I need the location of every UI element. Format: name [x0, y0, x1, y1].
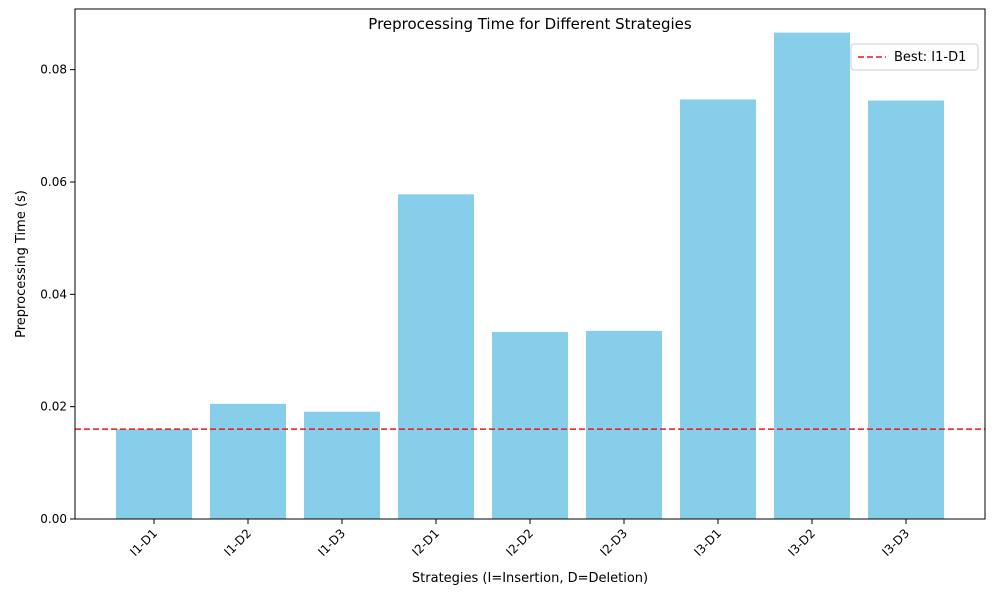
x-tick-label: I2-D1: [409, 526, 442, 559]
y-tick-label: 0.04: [40, 287, 67, 301]
x-ticks: I1-D1 I1-D2 I1-D3 I2-D1 I2-D2 I2-D3 I3-D1 I3-D2…: [127, 519, 912, 559]
x-tick-label: I3-D3: [879, 526, 912, 559]
x-tick-label: I1-D2: [221, 526, 254, 559]
y-tick-label: 0.08: [40, 63, 67, 77]
x-tick-label: I1-D3: [315, 526, 348, 559]
x-tick-label: I2-D3: [597, 526, 630, 559]
legend-box: [850, 43, 979, 71]
plot-frame: [74, 8, 986, 520]
y-ticks: 0.00 0.02 0.04 0.06 0.08: [40, 63, 75, 526]
chart-title: Preprocessing Time for Different Strateg…: [368, 15, 692, 33]
bar-i2-d3: [586, 330, 662, 519]
bar-i3-d2: [774, 32, 850, 520]
x-tick-label: I2-D2: [503, 526, 536, 559]
x-tick-label: I3-D1: [691, 526, 724, 559]
y-tick-label: 0.00: [40, 512, 67, 526]
y-axis-label: Preprocessing Time (s): [14, 190, 29, 338]
bars-group: [116, 32, 944, 520]
legend: Best: I1-D1: [850, 43, 979, 71]
y-tick-label: 0.02: [40, 400, 67, 414]
y-tick-label: 0.06: [40, 175, 67, 189]
bar-i1-d2: [210, 403, 286, 519]
bar-i1-d1: [116, 429, 192, 519]
bar-i3-d3: [868, 100, 944, 520]
bar-i2-d2: [492, 331, 568, 519]
bar-i1-d3: [304, 411, 380, 519]
bar-i3-d1: [680, 99, 756, 520]
x-tick-label: I1-D1: [127, 526, 160, 559]
x-axis-label: Strategies (I=Insertion, D=Deletion): [412, 571, 648, 586]
x-tick-label: I3-D2: [785, 526, 818, 559]
legend-label: Best: I1-D1: [894, 50, 966, 65]
bar-i2-d1: [398, 194, 474, 519]
